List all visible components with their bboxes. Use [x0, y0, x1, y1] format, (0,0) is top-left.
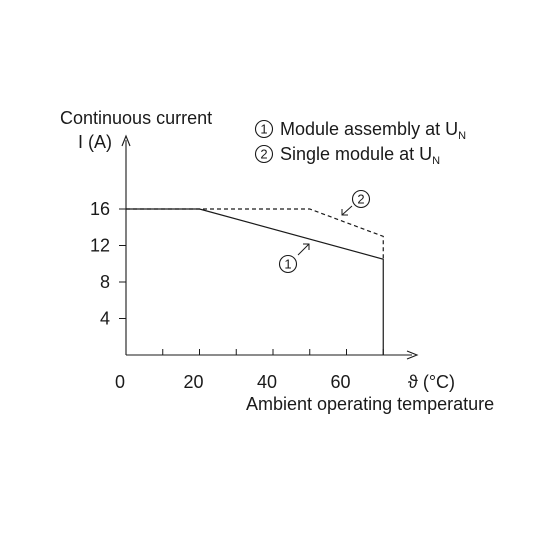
- x-axis-arrow: [406, 350, 419, 360]
- x-tick-label: 60: [330, 372, 350, 392]
- y-ticks: [119, 208, 126, 319]
- y-tick-label: 12: [90, 236, 110, 256]
- annotation-1-number: 1: [284, 257, 291, 272]
- annotation-2: 2: [341, 189, 371, 216]
- legend-label-2-subscript: N: [432, 155, 440, 167]
- annotation-2-circle: [351, 189, 371, 209]
- x-tick-labels: 0 20 40 60: [115, 372, 351, 392]
- x-axis-title: Ambient operating temperature: [246, 394, 494, 414]
- legend-marker-2: [254, 144, 274, 164]
- legend-label-1-text: Module assembly at U: [280, 119, 458, 139]
- legend-marker-1-number: 1: [260, 122, 267, 137]
- x-tick-label: 20: [183, 372, 203, 392]
- y-tick-label: 4: [100, 309, 110, 329]
- y-tick-label: 8: [100, 272, 110, 292]
- annotation-1-arrow-shaft: [297, 243, 310, 256]
- legend-item-2: 2 Single module at UN: [254, 144, 440, 167]
- y-axis-arrow: [121, 134, 131, 147]
- annotation-2-arrow-head: [341, 209, 348, 216]
- y-tick-labels: 16 12 8 4: [90, 199, 110, 329]
- annotation-1-circle: [278, 254, 298, 274]
- legend-label-2-text: Single module at U: [280, 144, 432, 164]
- x-ticks: [125, 349, 384, 355]
- annotation-2-arrow-shaft: [341, 205, 353, 216]
- annotation-1-arrow-head: [303, 243, 310, 250]
- axes: [121, 134, 419, 360]
- legend-marker-1: [254, 119, 274, 139]
- y-axis-title-line1: Continuous current: [60, 108, 212, 128]
- legend-marker-2-number: 2: [260, 147, 267, 162]
- x-axis-unit-label: ϑ (°C): [408, 372, 455, 392]
- legend-item-1: 1 Module assembly at UN: [254, 119, 466, 142]
- legend: 1 Module assembly at UN 2 Single module …: [254, 119, 466, 167]
- annotation-2-number: 2: [357, 192, 364, 207]
- legend-label-1-subscript: N: [458, 130, 466, 142]
- y-tick-label: 16: [90, 199, 110, 219]
- x-tick-label: 0: [115, 372, 125, 392]
- series-1-line: [126, 208, 384, 355]
- legend-label-2: Single module at UN: [280, 144, 440, 167]
- legend-label-1: Module assembly at UN: [280, 119, 466, 142]
- x-tick-label: 40: [257, 372, 277, 392]
- annotation-1: 1: [278, 243, 310, 274]
- series-2-line: [126, 208, 384, 260]
- y-axis-title-line2: I (A): [78, 132, 112, 152]
